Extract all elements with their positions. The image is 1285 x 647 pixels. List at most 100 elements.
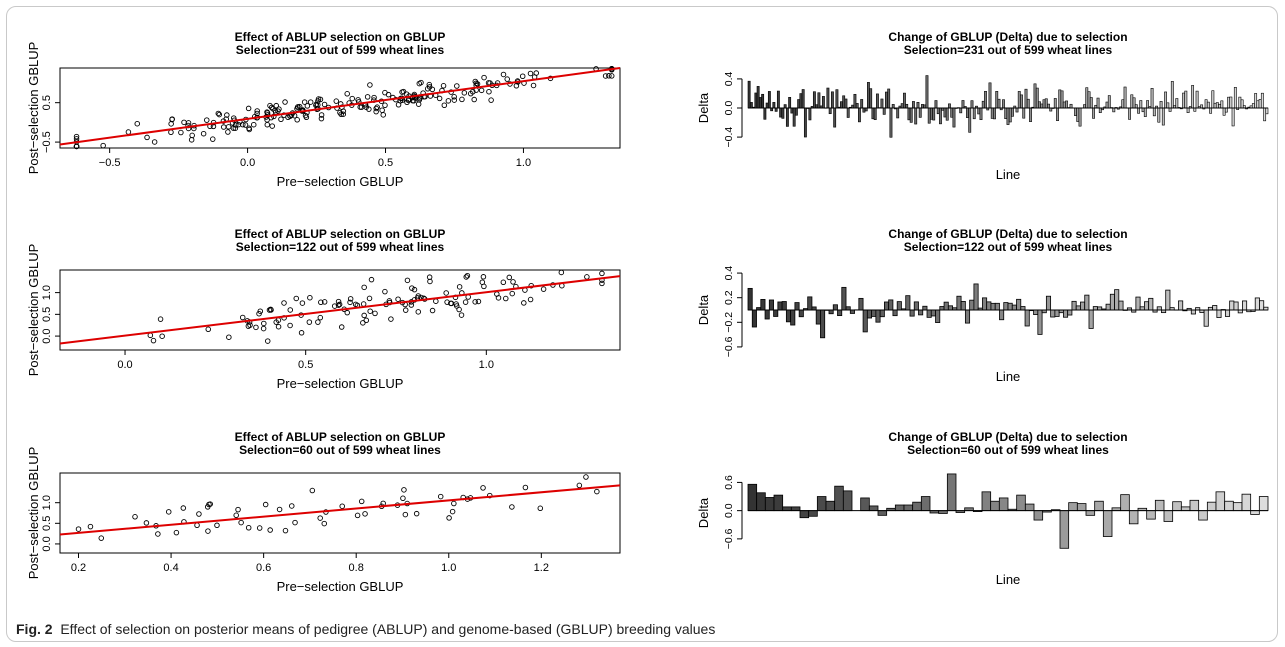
- data-point: [287, 307, 294, 313]
- data-point: [360, 301, 367, 307]
- x-tick-label: 0.8: [349, 562, 364, 574]
- delta-bar: [1157, 107, 1161, 123]
- delta-bar: [834, 485, 844, 512]
- delta-bar: [1204, 99, 1208, 109]
- delta-bar: [844, 98, 848, 109]
- data-point: [317, 515, 323, 521]
- data-point: [379, 107, 385, 113]
- data-point: [480, 485, 486, 491]
- scatter-subtitle: Selection=231 out of 599 wheat lines: [236, 43, 445, 57]
- data-point: [347, 299, 353, 306]
- delta-bar: [835, 89, 839, 109]
- data-point: [540, 286, 547, 292]
- delta-bar: [1112, 107, 1116, 113]
- y-tick-label: 0.0: [723, 101, 735, 116]
- delta-bar: [1053, 98, 1057, 109]
- delta-bar: [1088, 309, 1094, 329]
- data-point: [335, 298, 342, 305]
- scatter-title: Effect of ABLUP selection on GBLUP: [235, 430, 446, 444]
- delta-bar: [820, 309, 826, 339]
- delta-bar: [1033, 309, 1039, 315]
- delta-bar: [768, 299, 774, 311]
- data-point: [306, 319, 313, 325]
- delta-bar: [816, 496, 827, 512]
- delta-bar: [1094, 500, 1104, 512]
- delta-bar: [1026, 98, 1030, 109]
- data-point: [500, 71, 507, 78]
- delta-bar: [1022, 107, 1026, 119]
- data-point: [272, 107, 278, 114]
- delta-bar: [1184, 90, 1188, 109]
- delta-bar: [871, 309, 877, 317]
- delta-bar: [1003, 302, 1009, 311]
- scatter-subtitle: Selection=122 out of 599 wheat lines: [236, 240, 445, 254]
- data-point: [426, 81, 433, 88]
- delta-bar: [1175, 98, 1179, 109]
- delta-bar: [1007, 302, 1013, 311]
- delta-bar: [1098, 107, 1102, 113]
- data-point: [599, 280, 605, 287]
- x-tick-label: 0.5: [378, 157, 393, 169]
- delta-bar: [912, 501, 922, 512]
- data-point: [165, 509, 172, 515]
- data-point: [467, 90, 474, 97]
- delta-bar: [997, 98, 1001, 109]
- delta-bar: [891, 104, 895, 109]
- delta-bar: [760, 299, 766, 311]
- delta-bar: [1089, 97, 1093, 109]
- data-point: [287, 322, 293, 329]
- data-point: [594, 488, 600, 495]
- x-tick-label: 0.0: [240, 157, 255, 169]
- delta-bar: [1265, 107, 1269, 115]
- x-axis-label: Line: [996, 572, 1021, 587]
- y-tick-label: 1.0: [41, 495, 53, 510]
- data-point: [451, 500, 457, 507]
- delta-bar: [868, 505, 879, 512]
- data-point: [239, 314, 246, 321]
- data-point: [471, 96, 477, 103]
- data-point: [278, 116, 284, 122]
- delta-bar: [1128, 510, 1139, 525]
- data-point: [340, 111, 347, 117]
- delta-bar: [900, 103, 904, 109]
- delta-bar: [1004, 107, 1008, 120]
- delta-bar: [1168, 107, 1172, 112]
- delta-bar: [1251, 103, 1255, 109]
- delta-bar: [934, 100, 938, 109]
- delta-bar: [990, 107, 994, 119]
- data-point: [336, 301, 343, 308]
- delta-bar: [1120, 494, 1130, 512]
- delta-bar: [841, 286, 847, 311]
- x-tick-label: 1.2: [534, 562, 549, 574]
- data-point: [233, 512, 239, 519]
- data-point: [411, 286, 418, 293]
- delta-bar: [1105, 101, 1109, 109]
- data-point: [224, 112, 230, 118]
- delta-bar: [964, 309, 971, 324]
- y-tick-label: −0.2: [723, 312, 735, 333]
- delta-bar: [961, 100, 965, 109]
- y-tick-label: 0.0: [41, 328, 53, 343]
- data-point: [433, 298, 439, 304]
- delta-bar: [1259, 300, 1265, 311]
- data-point: [295, 104, 301, 110]
- delta-bar: [1096, 97, 1100, 109]
- delta-bar: [1059, 510, 1070, 549]
- delta-bar: [1233, 301, 1239, 311]
- delta-bar: [982, 297, 988, 311]
- delta-bar: [1038, 101, 1041, 109]
- delta-bar: [882, 107, 886, 115]
- data-point: [373, 105, 379, 112]
- delta-bar: [981, 100, 985, 109]
- data-point: [100, 142, 106, 149]
- data-point: [180, 505, 187, 511]
- scatter-title: Effect of ABLUP selection on GBLUP: [235, 30, 446, 44]
- scatter-plot-3: Effect of ABLUP selection on GBLUPSelect…: [26, 430, 621, 594]
- delta-bar: [754, 92, 758, 109]
- data-point: [415, 101, 422, 107]
- delta-bar: [1238, 96, 1242, 109]
- delta-bar: [930, 107, 933, 120]
- delta-bar: [1002, 99, 1005, 109]
- data-point: [362, 511, 368, 517]
- delta-bar: [1075, 305, 1081, 311]
